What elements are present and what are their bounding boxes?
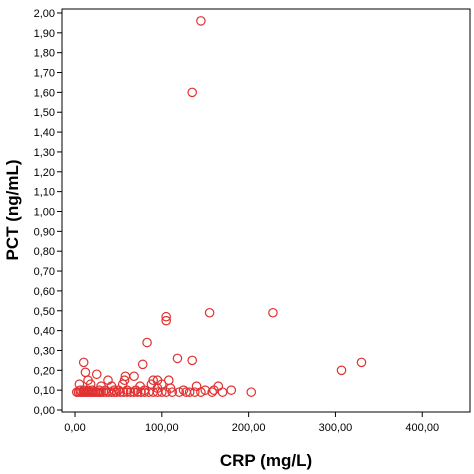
data-point (91, 369, 102, 380)
y-tick-label: 2,00 (34, 8, 55, 20)
data-point (132, 387, 143, 397)
data-point (196, 16, 206, 26)
data-point (161, 387, 171, 397)
y-tick-label: 1,20 (34, 167, 55, 179)
data-point (157, 387, 167, 397)
y-tick-label: 0,10 (34, 385, 55, 397)
y-tick-label: 1,70 (34, 68, 55, 80)
data-point (190, 387, 200, 397)
data-point (187, 355, 198, 366)
y-tick-label: 1,30 (34, 147, 55, 159)
data-point (115, 387, 125, 397)
y-tick-label: 1,10 (34, 187, 55, 199)
data-point (209, 385, 219, 395)
data-point (167, 387, 178, 397)
data-point (217, 387, 228, 397)
y-tick-label: 1,60 (34, 87, 55, 99)
y-tick-label: 0,20 (34, 365, 55, 377)
x-axis-title: CRP (mg/L) (220, 451, 312, 470)
data-point (246, 387, 257, 397)
y-axis: 0,00 0,10 0,20 0,30 0,40 0,50 0,60 0,70 0,80 0,90… (34, 8, 62, 417)
y-tick-label: 0,50 (34, 306, 55, 318)
x-tick-label: 300,00 (319, 422, 353, 434)
y-tick-label: 1,40 (34, 127, 55, 139)
x-tick-label: 100,00 (145, 422, 179, 434)
data-point (268, 307, 278, 318)
data-point (129, 371, 139, 382)
data-point (142, 337, 152, 348)
y-tick-label: 0,80 (34, 246, 55, 258)
x-tick-label: 200,00 (232, 422, 266, 434)
data-point (125, 387, 136, 397)
data-point (172, 353, 183, 364)
data-point (161, 315, 171, 326)
data-point (336, 365, 347, 376)
y-tick-label: 0,70 (34, 266, 55, 278)
y-axis-title: PCT (ng/mL) (3, 159, 22, 260)
data-point (111, 387, 122, 397)
y-tick-label: 1,80 (34, 48, 55, 60)
y-tick-label: 1,90 (34, 28, 55, 40)
data-point (356, 357, 367, 368)
data-point (226, 385, 237, 395)
data-points (71, 16, 367, 397)
plot-area (61, 8, 471, 413)
x-tick-label: 0,00 (64, 422, 85, 434)
data-point (207, 387, 217, 397)
x-axis: 0,00 100,00 200,00 300,00 400,00 (64, 412, 439, 434)
data-point (78, 357, 89, 368)
data-point (204, 307, 215, 318)
data-point (118, 387, 129, 397)
data-point (178, 385, 189, 395)
x-tick-label: 400,00 (405, 422, 439, 434)
y-tick-label: 1,00 (34, 206, 55, 218)
data-point (109, 387, 119, 397)
y-tick-label: 0,60 (34, 286, 55, 298)
data-point (174, 387, 184, 397)
data-point (137, 359, 148, 370)
y-tick-label: 0,30 (34, 345, 55, 357)
y-tick-label: 1,50 (34, 107, 55, 119)
y-tick-label: 0,40 (34, 326, 55, 338)
data-point (122, 387, 132, 397)
data-point (196, 387, 206, 397)
data-point (129, 387, 139, 397)
y-tick-label: 0,90 (34, 226, 55, 238)
data-point (184, 387, 195, 397)
y-tick-label: 0,00 (34, 405, 55, 417)
data-point (161, 311, 171, 322)
data-point (187, 87, 198, 98)
